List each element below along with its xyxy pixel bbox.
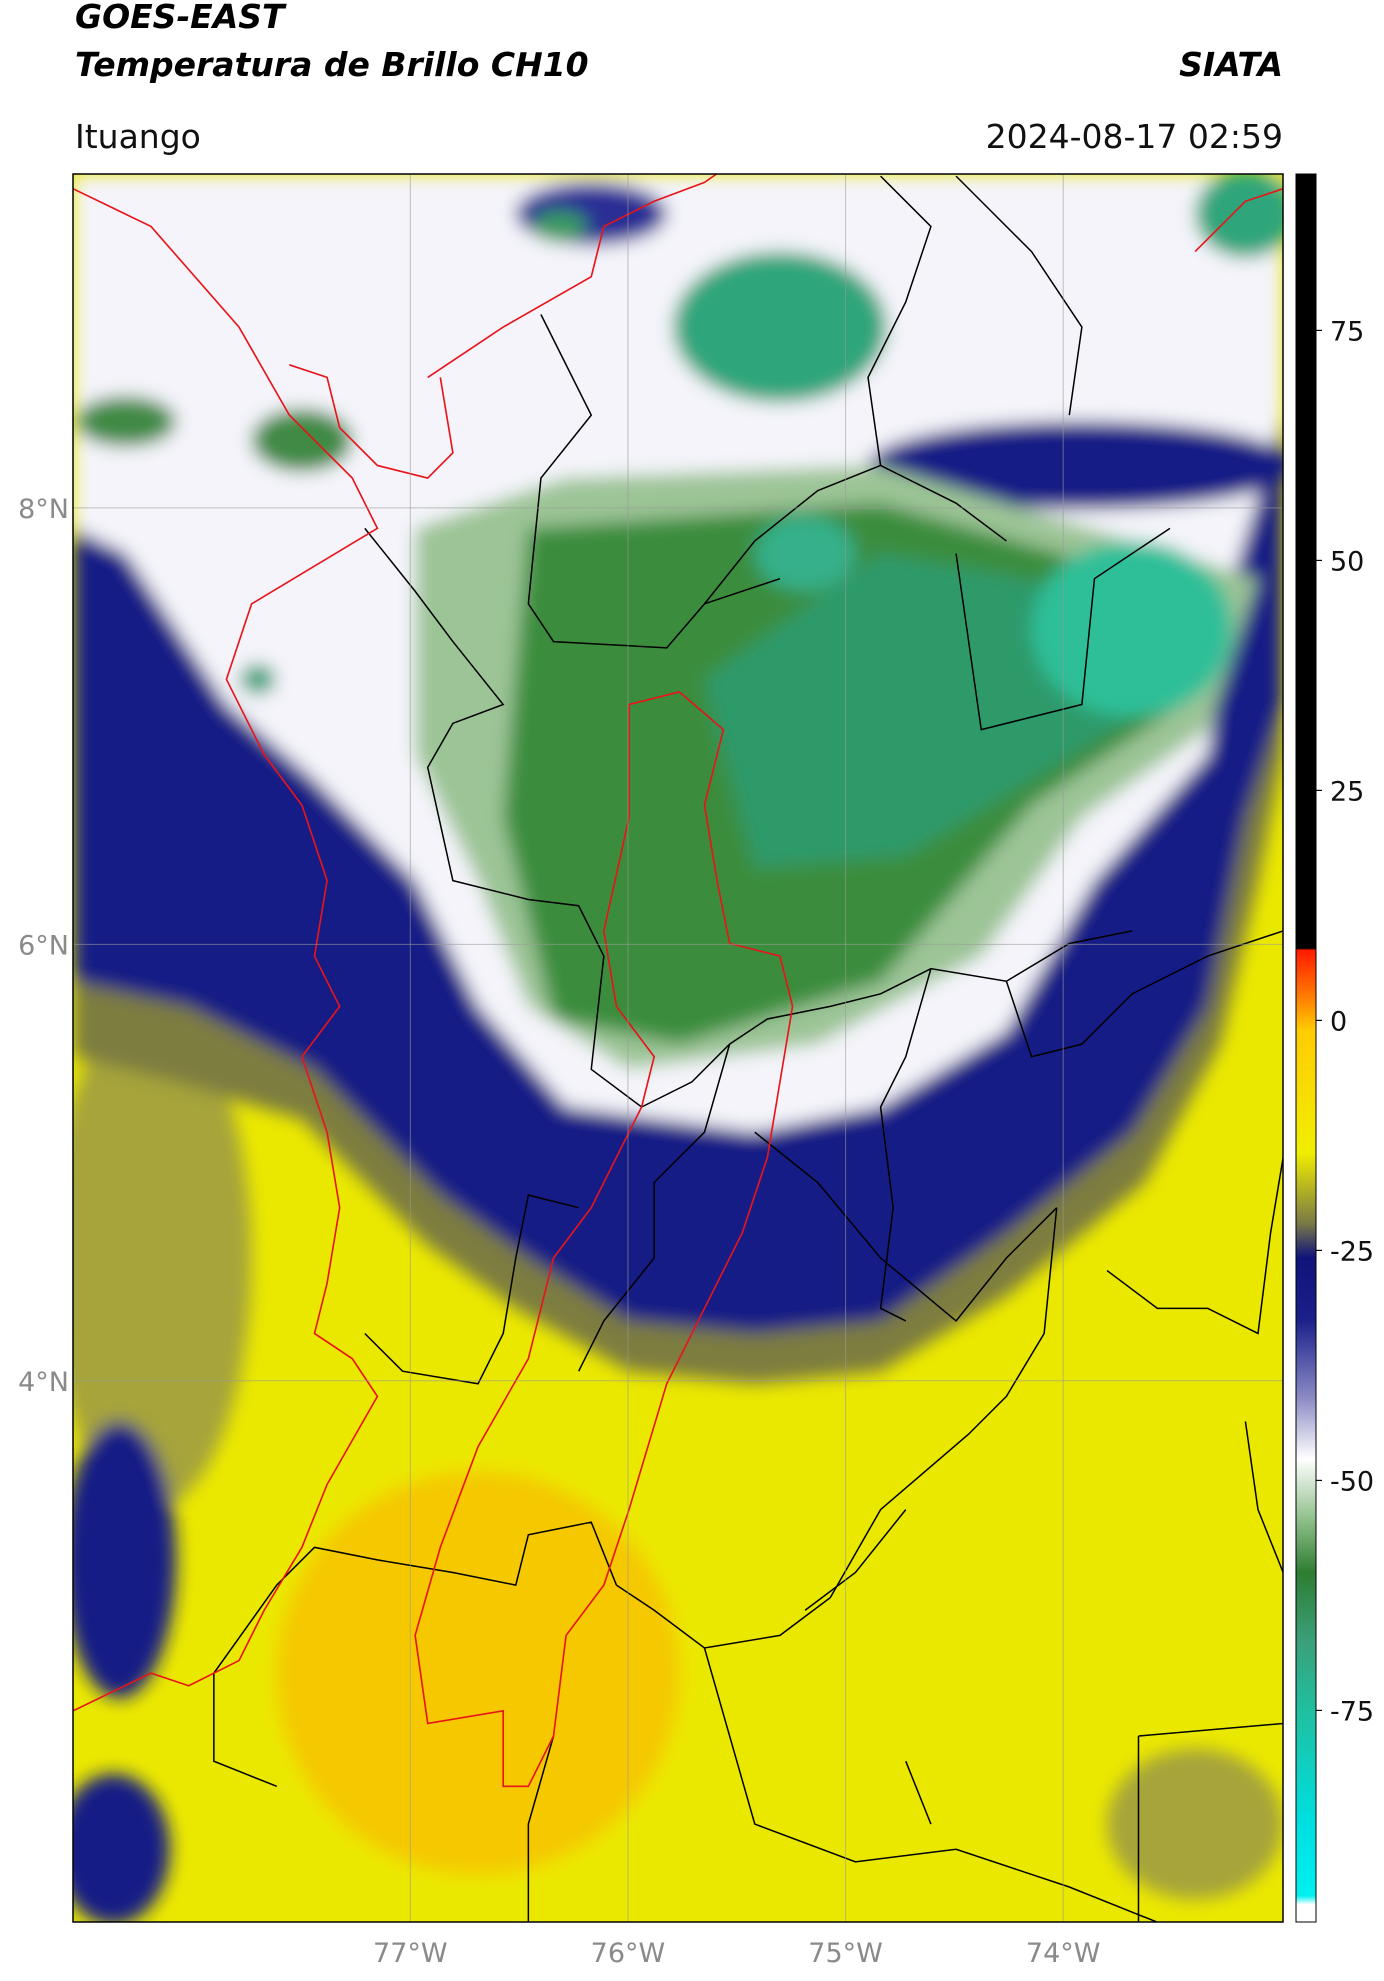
colorbar xyxy=(1295,173,1317,1923)
colorbar-label: 50 xyxy=(1330,546,1364,577)
graticule xyxy=(73,174,1283,1922)
colorbar-label: -25 xyxy=(1330,1236,1374,1267)
satellite-image xyxy=(73,174,1283,1922)
lon-label: 77°W xyxy=(373,1938,448,1969)
admin-borders xyxy=(213,175,1283,1922)
map-frame xyxy=(72,173,1284,1923)
title: Temperatura de Brillo CH10 xyxy=(75,45,589,84)
colorbar-label: 25 xyxy=(1330,776,1364,807)
colorbar-label: -50 xyxy=(1330,1466,1374,1497)
lat-label: 4°N xyxy=(18,1367,69,1398)
lon-label: 74°W xyxy=(1026,1938,1101,1969)
timestamp: 2024-08-17 02:59 xyxy=(986,117,1283,156)
colorbar-label: 75 xyxy=(1330,316,1364,347)
colorbar-label: -75 xyxy=(1330,1696,1374,1727)
lat-label: 8°N xyxy=(18,494,69,525)
lat-label: 6°N xyxy=(18,930,69,961)
lon-label: 75°W xyxy=(808,1938,883,1969)
basin-and-coast xyxy=(73,174,1283,1788)
title: GOES-EAST xyxy=(75,0,287,36)
lon-label: 76°W xyxy=(591,1938,666,1969)
colorbar-label: 0 xyxy=(1330,1006,1347,1037)
location: Ituango xyxy=(75,117,201,156)
organization: SIATA xyxy=(1179,45,1283,84)
